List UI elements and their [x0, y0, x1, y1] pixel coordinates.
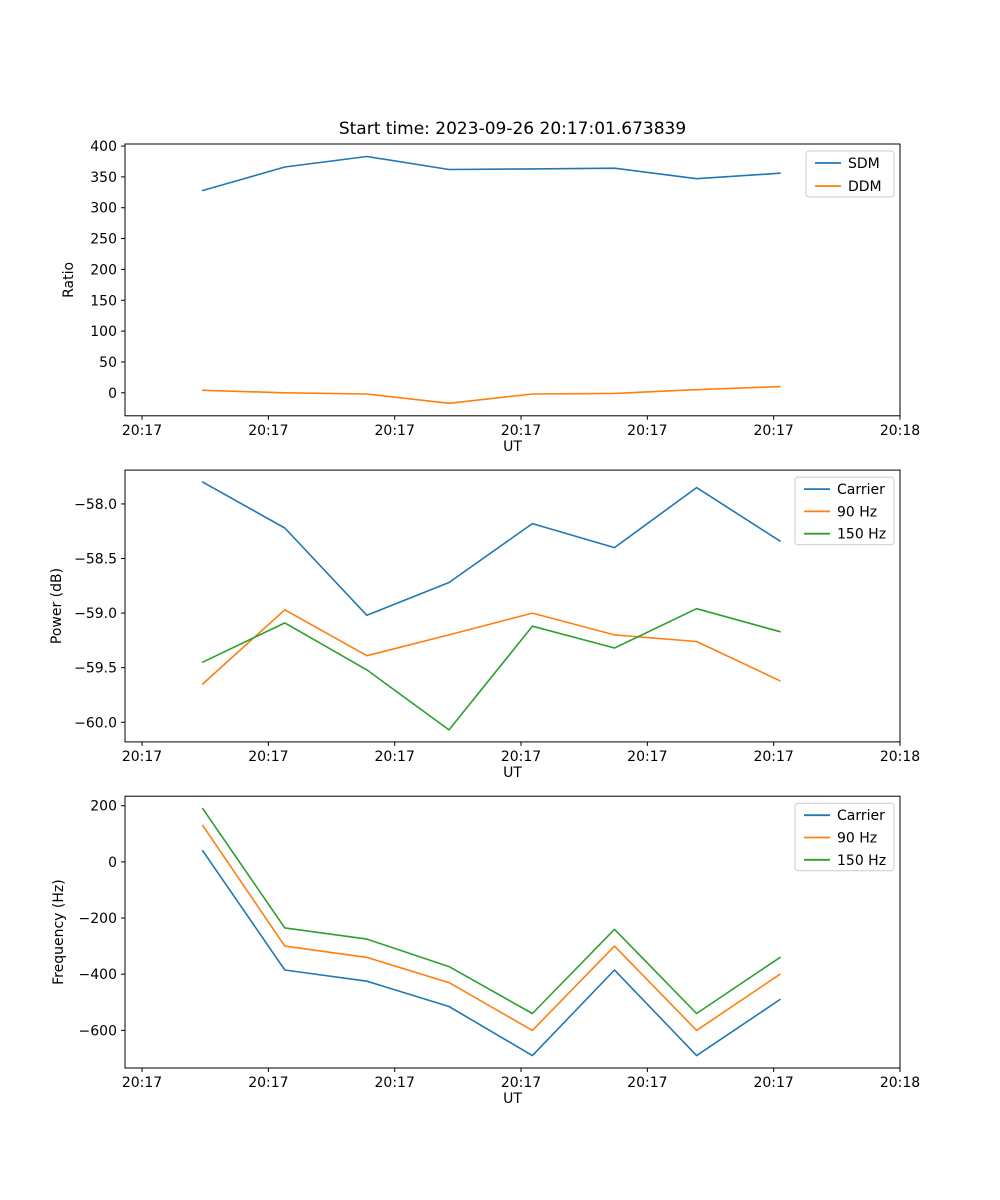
- line-sdm: [201, 155, 781, 192]
- legend-box: [794, 476, 895, 546]
- y-tick-label: 0: [108, 855, 117, 871]
- line-carrier: [201, 481, 781, 617]
- axes-frame: [124, 143, 901, 417]
- x-tick-label: 20:17: [248, 423, 288, 439]
- y-tick-label: 300: [90, 201, 117, 217]
- x-tick-label: 20:17: [248, 749, 288, 765]
- axes-frame: [124, 795, 901, 1069]
- x-tick-label: 20:17: [122, 749, 162, 765]
- legend-label-90-hz: 90 Hz: [837, 831, 877, 847]
- line-ddm: [201, 385, 781, 405]
- x-tick-label: 20:17: [753, 423, 793, 439]
- x-tick-label: 20:17: [375, 749, 415, 765]
- legend-label-ddm: DDM: [848, 179, 882, 195]
- y-tick-label: 350: [90, 170, 117, 186]
- line-150-hz: [201, 807, 781, 1015]
- legend-label-150-hz: 150 Hz: [837, 853, 886, 869]
- legend-label-90-hz: 90 Hz: [837, 504, 877, 520]
- y-tick-label: −59.0: [74, 606, 117, 622]
- y-tick-label: 50: [99, 355, 117, 371]
- x-axis-label: UT: [503, 765, 522, 781]
- y-axis-label: Ratio: [61, 262, 77, 298]
- x-tick-label: 20:17: [627, 1075, 667, 1091]
- legend-label-carrier: Carrier: [837, 808, 885, 824]
- y-tick-label: −58.5: [74, 552, 117, 568]
- y-tick-label: −200: [79, 911, 117, 927]
- y-tick-label: 200: [90, 799, 117, 815]
- y-tick-label: 250: [90, 232, 117, 248]
- x-tick-label: 20:18: [880, 423, 920, 439]
- x-tick-label: 20:17: [375, 1075, 415, 1091]
- x-tick-label: 20:17: [501, 1075, 541, 1091]
- legend-label-150-hz: 150 Hz: [837, 527, 886, 543]
- y-tick-label: −600: [79, 1023, 117, 1039]
- y-tick-label: −60.0: [74, 715, 117, 731]
- y-axis-label: Frequency (Hz): [51, 879, 67, 985]
- y-tick-label: −400: [79, 967, 117, 983]
- x-tick-label: 20:17: [122, 1075, 162, 1091]
- legend-label-sdm: SDM: [848, 156, 880, 172]
- subplot-2: 20:17 20:17 20:17 20:17 20:17 20:17 20:18 −60.0…: [49, 469, 920, 781]
- y-tick-label: 150: [90, 293, 117, 309]
- y-tick-label: 200: [90, 262, 117, 278]
- x-tick-label: 20:17: [501, 423, 541, 439]
- x-tick-label: 20:17: [753, 1075, 793, 1091]
- x-axis-label: UT: [503, 1091, 522, 1107]
- x-tick-label: 20:17: [248, 1075, 288, 1091]
- legend-box: [794, 802, 895, 872]
- y-tick-label: −59.5: [74, 661, 117, 677]
- line-90-hz: [201, 824, 781, 1032]
- legend-label-carrier: Carrier: [837, 482, 885, 498]
- x-tick-label: 20:17: [375, 423, 415, 439]
- legend: SDM DDM: [805, 150, 895, 198]
- line-carrier: [201, 849, 781, 1057]
- x-tick-label: 20:17: [627, 423, 667, 439]
- x-tick-label: 20:17: [122, 423, 162, 439]
- x-tick-label: 20:17: [627, 749, 667, 765]
- subplot-3: 20:17 20:17 20:17 20:17 20:17 20:17 20:18 −600 −…: [51, 795, 920, 1107]
- line-150-hz: [201, 607, 781, 731]
- x-tick-label: 20:18: [880, 1075, 920, 1091]
- subplot-1: 20:17 20:17 20:17 20:17 20:17 20:17 20:18 0 50 10…: [61, 139, 920, 455]
- x-axis-label: UT: [503, 439, 522, 455]
- axes-frame: [124, 469, 901, 743]
- y-tick-label: 100: [90, 324, 117, 340]
- legend: Carrier 90 Hz 150 Hz: [794, 802, 895, 872]
- chart-title: Start time: 2023-09-26 20:17:01.673839: [338, 119, 687, 139]
- legend: Carrier 90 Hz 150 Hz: [794, 476, 895, 546]
- y-tick-label: −58.0: [74, 497, 117, 513]
- line-90-hz: [201, 608, 781, 685]
- x-tick-label: 20:17: [501, 749, 541, 765]
- x-tick-label: 20:18: [880, 749, 920, 765]
- y-axis-label: Power (dB): [49, 568, 65, 644]
- y-tick-label: 0: [108, 386, 117, 402]
- x-tick-label: 20:17: [753, 749, 793, 765]
- y-tick-label: 400: [90, 139, 117, 155]
